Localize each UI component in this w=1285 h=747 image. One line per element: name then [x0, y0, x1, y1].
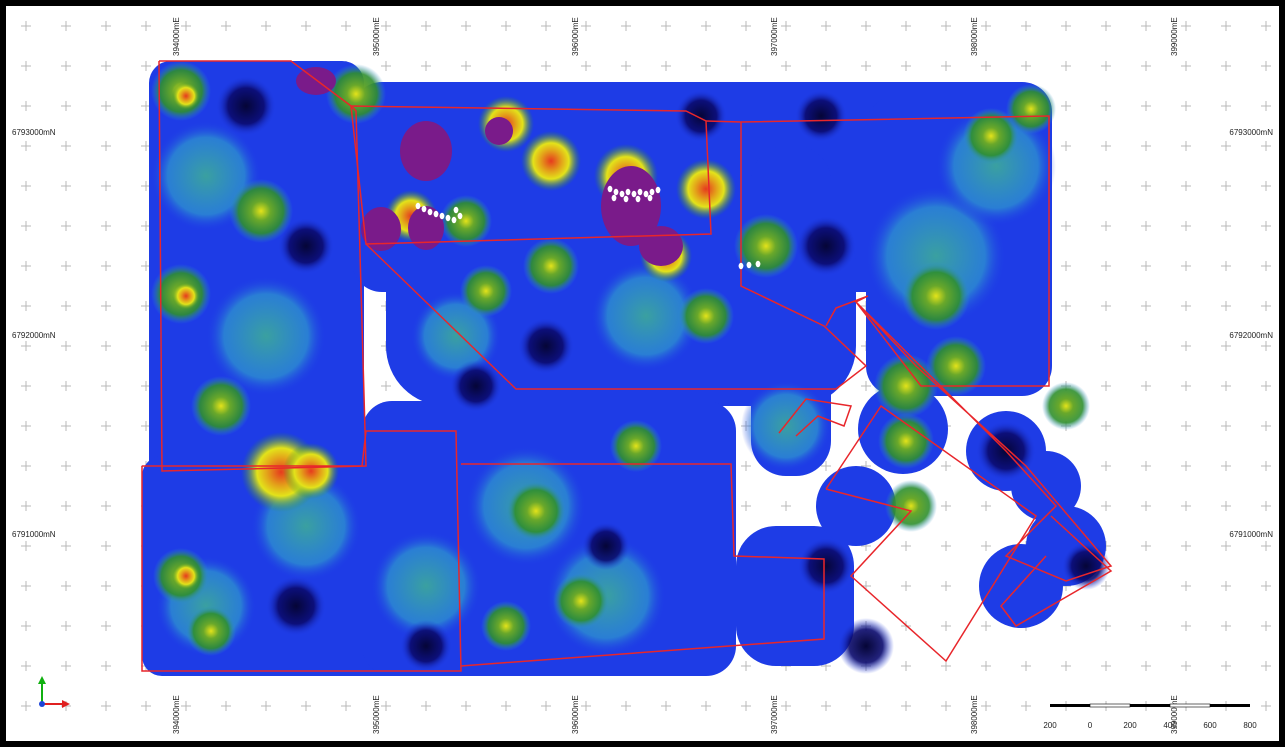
drill-hole-marker	[427, 208, 433, 216]
heatmap-low-zones	[216, 76, 1110, 674]
drill-hole-marker	[611, 194, 617, 202]
drill-holes	[415, 185, 761, 270]
heatmap-teal-zones	[151, 106, 1056, 656]
x-label-bottom-395000: 395000mE	[372, 695, 381, 734]
boundary-east-strip	[855, 301, 1113, 582]
x-label-top-394000: 394000mE	[172, 17, 181, 56]
boundary-south-central	[460, 463, 825, 667]
y-label-right-6792000: 6792000mN	[1229, 331, 1273, 340]
heatmap-moderate-zones	[151, 61, 1090, 656]
boundary-lower-east	[778, 398, 853, 437]
drill-hole-marker	[421, 205, 427, 213]
drill-hole-marker	[623, 195, 629, 203]
drill-hole-marker	[643, 190, 649, 198]
drill-hole-marker	[439, 212, 445, 220]
map-view[interactable]: 394000mE 395000mE 396000mE 397000mE 3980…	[6, 6, 1279, 741]
x-label-top-396000: 396000mE	[571, 17, 580, 56]
scale-label-200-left: 200	[1043, 721, 1057, 730]
drill-hole-marker	[433, 210, 439, 218]
drill-hole-marker	[445, 214, 451, 222]
scale-label-200: 200	[1123, 721, 1137, 730]
scale-label-800: 800	[1243, 721, 1257, 730]
y-label-right-6791000: 6791000mN	[1229, 530, 1273, 539]
scale-label-600: 600	[1203, 721, 1217, 730]
x-label-bottom-399000: 399000mE	[1170, 695, 1179, 734]
x-label-bottom-398000: 398000mE	[970, 695, 979, 734]
x-label-top-397000: 397000mE	[770, 17, 779, 56]
anomaly-heatmap	[142, 61, 1110, 676]
boundary-east-hook	[1000, 515, 1113, 627]
heatmap-peak-zones	[296, 67, 683, 266]
drill-hole-marker	[457, 212, 463, 220]
orientation-axes-icon	[38, 676, 70, 708]
drill-hole-marker	[453, 206, 459, 214]
x-label-bottom-397000: 397000mE	[770, 695, 779, 734]
scale-bar: 200 0 200 400 600 800	[1043, 703, 1257, 730]
drill-hole-marker	[619, 190, 625, 198]
tenement-boundaries	[141, 60, 1113, 672]
drill-hole-marker	[637, 188, 643, 196]
boundary-northeast	[740, 115, 1050, 387]
map-canvas[interactable]: 394000mE 395000mE 396000mE 397000mE 3980…	[6, 6, 1279, 741]
drill-hole-marker	[635, 195, 641, 203]
drill-hole-marker	[451, 216, 457, 224]
drill-hole-marker	[415, 202, 421, 210]
x-label-top-395000: 395000mE	[372, 17, 381, 56]
drill-hole-marker	[631, 190, 637, 198]
x-label-bottom-396000: 396000mE	[571, 695, 580, 734]
drill-hole-marker	[738, 262, 744, 270]
scale-label-400: 400	[1163, 721, 1177, 730]
boundary-south-west	[141, 430, 462, 672]
y-label-right-6793000: 6793000mN	[1229, 128, 1273, 137]
y-label-left-6791000: 6791000mN	[12, 530, 56, 539]
scale-label-0: 0	[1088, 721, 1093, 730]
drill-hole-marker	[649, 188, 655, 196]
drill-hole-marker	[755, 260, 761, 268]
drill-hole-marker	[607, 185, 613, 193]
drill-hole-marker	[613, 188, 619, 196]
drill-hole-marker	[625, 188, 631, 196]
boundary-northwest	[158, 60, 367, 472]
boundary-north-central	[350, 105, 712, 245]
x-label-bottom-394000: 394000mE	[172, 695, 181, 734]
drill-hole-marker	[647, 194, 653, 202]
boundary-central	[365, 120, 868, 390]
x-label-top-399000: 399000mE	[1170, 17, 1179, 56]
drill-hole-marker	[746, 261, 752, 269]
axis-labels: 394000mE 395000mE 396000mE 397000mE 3980…	[12, 17, 1273, 734]
drill-hole-marker	[655, 186, 661, 194]
boundary-southeast-diamond	[825, 404, 1038, 663]
y-label-left-6792000: 6792000mN	[12, 331, 56, 340]
y-label-left-6793000: 6793000mN	[12, 128, 56, 137]
x-label-top-398000: 398000mE	[970, 17, 979, 56]
